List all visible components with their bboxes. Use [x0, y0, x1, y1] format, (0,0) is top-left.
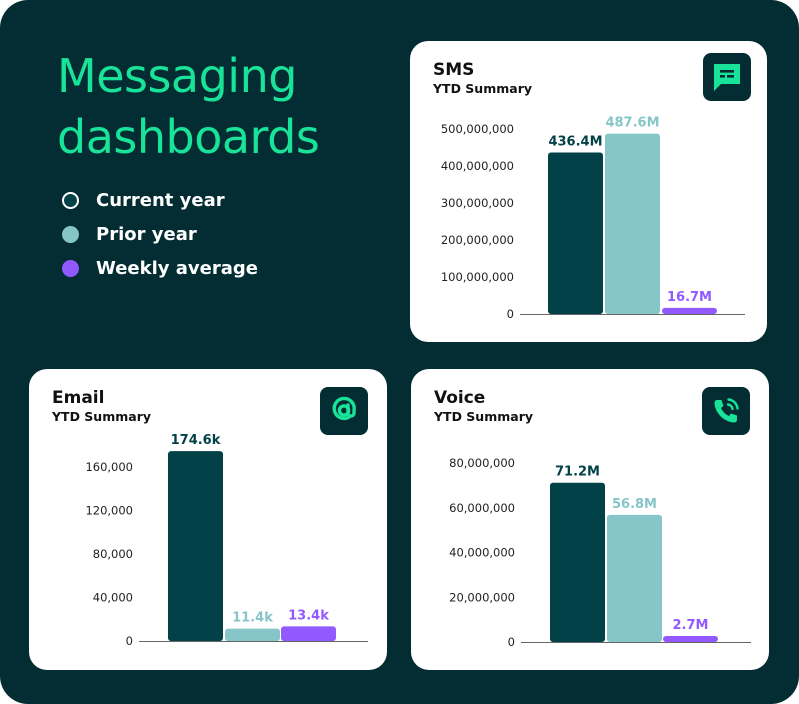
voice-y-tick-label: 0 — [508, 635, 515, 649]
at-sign-icon — [320, 387, 368, 435]
card-subtitle: YTD Summary — [434, 409, 534, 424]
sms-y-tick-label: 500,000,000 — [441, 122, 514, 136]
sms-bar-weekly-average — [662, 307, 717, 314]
sms-card: SMS YTD Summary 0 100,000,000 200,000,000 3… — [410, 41, 767, 342]
phone-ringing-icon — [702, 387, 750, 435]
message-icon — [703, 53, 751, 101]
card-subtitle: YTD Summary — [52, 409, 152, 424]
legend-swatch-current-year — [62, 191, 79, 209]
email-y-tick-label: 40,000 — [93, 591, 133, 605]
email-y-tick-label: 0 — [126, 634, 133, 648]
voice-bar-weekly-average — [663, 635, 718, 642]
sms-y-tick-label: 200,000,000 — [441, 233, 514, 247]
voice-bar-current-year — [550, 482, 605, 642]
sms-bar-chart: 0 100,000,000 200,000,000 300,000,000 400,00… — [441, 116, 745, 321]
email-bar-current-year — [168, 451, 223, 641]
sms-y-tick-label: 400,000,000 — [441, 159, 514, 173]
email-bar-chart: 0 40,000 80,000 120,000 160,000 174.6k 11.4k 13… — [85, 433, 368, 648]
sms-y-tick-label: 100,000,000 — [441, 270, 514, 284]
email-data-label-current-year: 174.6k — [171, 433, 221, 448]
email-y-tick-label: 120,000 — [85, 504, 133, 518]
card-title: Voice — [434, 388, 486, 408]
email-data-label-prior-year: 11.4k — [232, 611, 273, 626]
card-title: Email — [52, 388, 105, 408]
voice-bar-prior-year — [607, 514, 662, 642]
voice-y-tick-label: 80,000,000 — [449, 456, 515, 470]
legend-item-weekly-average: Weekly average — [62, 251, 258, 285]
email-bar-prior-year — [225, 628, 280, 641]
sms-bar-prior-year — [605, 133, 660, 314]
sms-y-tick-label: 0 — [507, 307, 514, 321]
voice-card: Voice YTD Summary 0 20,000,000 40,000,000 6… — [411, 369, 769, 670]
voice-data-label-weekly-average: 2.7M — [673, 618, 709, 633]
legend-item-current-year: Current year — [62, 183, 258, 217]
voice-data-label-prior-year: 56.8M — [612, 497, 657, 512]
sms-data-label-current-year: 436.4M — [548, 135, 602, 150]
email-data-label-weekly-average: 13.4k — [288, 608, 329, 623]
page-title: Messaging dashboards — [57, 49, 320, 164]
legend-label: Current year — [96, 189, 225, 211]
voice-y-tick-label: 20,000,000 — [449, 590, 515, 604]
voice-y-tick-label: 40,000,000 — [449, 546, 515, 560]
card-subtitle: YTD Summary — [433, 81, 533, 96]
sms-data-label-prior-year: 487.6M — [605, 116, 659, 131]
email-bar-weekly-average — [281, 626, 336, 641]
email-card: Email YTD Summary 0 40,000 80,000 120,000 16… — [29, 369, 387, 670]
voice-y-tick-label: 60,000,000 — [449, 501, 515, 515]
legend-label: Prior year — [96, 223, 197, 245]
card-title: SMS — [433, 60, 475, 80]
email-y-tick-label: 80,000 — [93, 547, 133, 561]
voice-bar-chart: 0 20,000,000 40,000,000 60,000,000 80,000,00… — [449, 456, 751, 649]
voice-data-label-current-year: 71.2M — [555, 465, 600, 480]
legend-swatch-prior-year — [62, 225, 79, 243]
sms-data-label-weekly-average: 16.7M — [667, 290, 712, 305]
legend: Current year Prior year Weekly average — [62, 183, 258, 285]
sms-y-tick-label: 300,000,000 — [441, 196, 514, 210]
sms-bar-current-year — [548, 152, 603, 314]
legend-item-prior-year: Prior year — [62, 217, 258, 251]
legend-swatch-weekly-average — [62, 259, 79, 277]
legend-label: Weekly average — [96, 257, 258, 279]
email-y-tick-label: 160,000 — [85, 460, 133, 474]
